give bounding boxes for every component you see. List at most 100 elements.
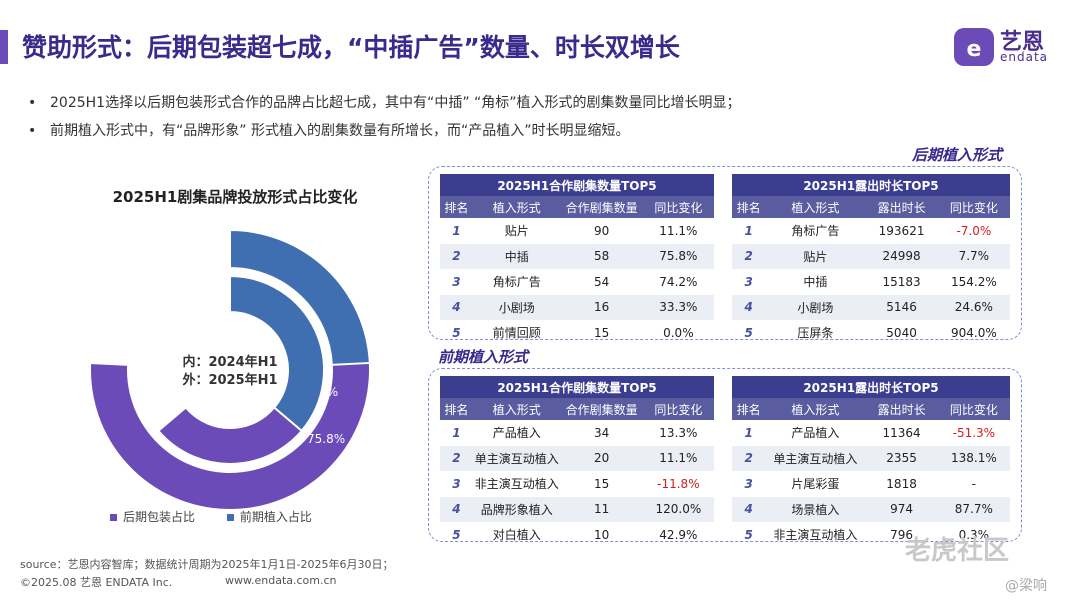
section-label-post: 后期植入形式 (912, 146, 1003, 164)
table-row: 3 中插 15183 154.2% (732, 269, 1010, 295)
table-cell: 20 (560, 445, 643, 471)
endata-logo-icon: e (954, 28, 994, 66)
table-row: 2 中插 58 75.8% (440, 243, 714, 269)
table-cell: 24.6% (937, 294, 1010, 320)
table-cell: 16 (560, 294, 643, 320)
table-cell: 24998 (865, 243, 938, 269)
bullet-text: 2025H1选择以后期包装形式合作的品牌占比超七成，其中有“中插” “角标”植入… (50, 95, 741, 111)
chart-legend: 后期包装占比 前期植入占比 (110, 508, 340, 525)
pre-section-box (428, 368, 1022, 542)
table-row: 3 片尾彩蛋 1818 - (732, 471, 1010, 497)
bullet-list: • 2025H1选择以后期包装形式合作的品牌占比超七成，其中有“中插” “角标”植… (28, 92, 741, 148)
table-cell: 2 (440, 243, 473, 269)
section-label-pre: 前期植入形式 (438, 348, 529, 366)
table-header: 植入形式 (472, 196, 561, 218)
table-cell: 15 (594, 476, 610, 491)
table-row: 1 产品植入 34 13.3% (440, 420, 714, 446)
table-cell: 4 (732, 496, 766, 522)
table-row: 5 非主演互动植入 796 0.3% (732, 522, 1010, 548)
bullet-item: • 2025H1选择以后期包装形式合作的品牌占比超七成，其中有“中插” “角标”植… (28, 95, 741, 111)
table-header: 植入形式 (765, 196, 866, 218)
table-cell: 单主演互动植入 (765, 445, 866, 471)
table-cell: 974 (865, 496, 938, 522)
logo-name: 艺恩 (1000, 30, 1045, 55)
table-cell: 单主演互动植入 (472, 445, 561, 471)
table-cell: -11.8% (657, 476, 700, 491)
table-cell: 产品植入 (791, 426, 840, 441)
table-cell: 片尾彩蛋 (791, 477, 840, 492)
table-cell: 贴片 (504, 224, 529, 239)
table-row: 4 品牌形象植入 11 120.0% (440, 496, 714, 522)
donut-label-outer-0: 75.8% (307, 432, 345, 446)
bullet-text: 前期植入形式中，有“品牌形象” 形式植入的剧集数量有所增长，而“产品植入”时长明… (50, 123, 630, 139)
table-header: 排名 (732, 398, 766, 420)
table-cell: 87.7% (937, 496, 1010, 522)
table-row: 1 贴片 90 11.1% (440, 218, 714, 244)
table-post-time: 2025H1露出时长TOP5 排名 植入形式 露出时长 同比变化 1 角标广告 193621 -… (732, 174, 1010, 346)
table-caption: 2025H1露出时长TOP5 (732, 174, 1010, 196)
table-cell: 58 (560, 243, 643, 269)
table-cell: 产品植入 (492, 426, 541, 441)
legend-item-post: 后期包装占比 (110, 508, 195, 525)
table-cell: 小剧场 (472, 294, 561, 320)
legend-item-pre: 前期植入占比 (226, 508, 312, 525)
table-cell: 0.0% (663, 325, 694, 340)
table-caption: 2025H1露出时长TOP5 (732, 376, 1010, 398)
table-row: 5 对白植入 10 42.9% (440, 522, 714, 548)
table-cell: 2 (440, 445, 473, 471)
table-cell: 154.2% (950, 274, 997, 289)
table-cell: 5 (452, 527, 461, 542)
table-row: 4 场景植入 974 87.7% (732, 496, 1010, 522)
table-cell: 120.0% (642, 496, 714, 522)
table-cell: 5 (452, 325, 461, 340)
watermark-user: @梁响 (1005, 578, 1047, 594)
table-row: 1 产品植入 11364 -51.3% (732, 420, 1010, 446)
table-cell: 4 (440, 294, 473, 320)
table-header: 合作剧集数量 (560, 196, 643, 218)
table-cell: 1 (452, 223, 461, 238)
table-cell: 34 (594, 425, 610, 440)
table-header: 植入形式 (765, 398, 866, 420)
table-post-count: 2025H1合作剧集数量TOP5 排名 植入形式 合作剧集数量 同比变化 1 贴片 90 11.… (440, 174, 714, 346)
table-row: 2 单主演互动植入 2355 138.1% (732, 445, 1010, 471)
table-row: 5 前情回顾 15 0.0% (440, 320, 714, 346)
table-header: 同比变化 (937, 196, 1010, 218)
table-row: 3 角标广告 54 74.2% (440, 269, 714, 295)
table-cell: 193621 (878, 223, 925, 238)
table-header: 露出时长 (865, 398, 938, 420)
table-pre-count: 2025H1合作剧集数量TOP5 排名 植入形式 合作剧集数量 同比变化 1 产品植入 34 1… (440, 376, 714, 548)
table-cell: 11.1% (642, 445, 714, 471)
table-cell: 54 (594, 274, 610, 289)
table-header: 同比变化 (937, 398, 1010, 420)
table-header: 同比变化 (642, 196, 714, 218)
table-cell: 4 (440, 496, 473, 522)
table-header: 排名 (732, 196, 766, 218)
donut-center-label: 内：2024年H1 (182, 354, 277, 370)
table-row: 4 小剧场 16 33.3% (440, 294, 714, 320)
table-cell: 4 (732, 294, 766, 320)
table-cell: 5146 (865, 294, 938, 320)
table-cell: 角标广告 (492, 275, 541, 290)
table-cell: 74.2% (659, 274, 698, 289)
table-cell: 前情回顾 (492, 326, 541, 341)
table-cell: 3 (452, 274, 461, 289)
watermark: 老虎社区 (905, 536, 1010, 566)
table-cell: 11364 (882, 425, 921, 440)
table-row: 4 小剧场 5146 24.6% (732, 294, 1010, 320)
table-cell: 75.8% (642, 243, 714, 269)
table-cell: 42.9% (659, 527, 698, 542)
donut-center-label: 外：2025年H1 (181, 372, 277, 388)
table-cell: 0.3% (958, 527, 990, 542)
table-cell: 3 (452, 476, 461, 491)
table-cell: 1818 (886, 476, 917, 491)
table-cell: 2355 (865, 445, 938, 471)
donut-slice-inner-1 (229, 274, 325, 433)
footer-copyright: ©2025.08 艺恩 ENDATA Inc. (20, 576, 173, 589)
table-cell: 5 (744, 325, 753, 340)
table-caption: 2025H1合作剧集数量TOP5 (440, 174, 714, 196)
table-header: 排名 (440, 196, 473, 218)
table-cell: 796 (890, 527, 914, 542)
table-cell: 非主演互动植入 (773, 528, 858, 543)
table-cell: 11.1% (659, 223, 698, 238)
